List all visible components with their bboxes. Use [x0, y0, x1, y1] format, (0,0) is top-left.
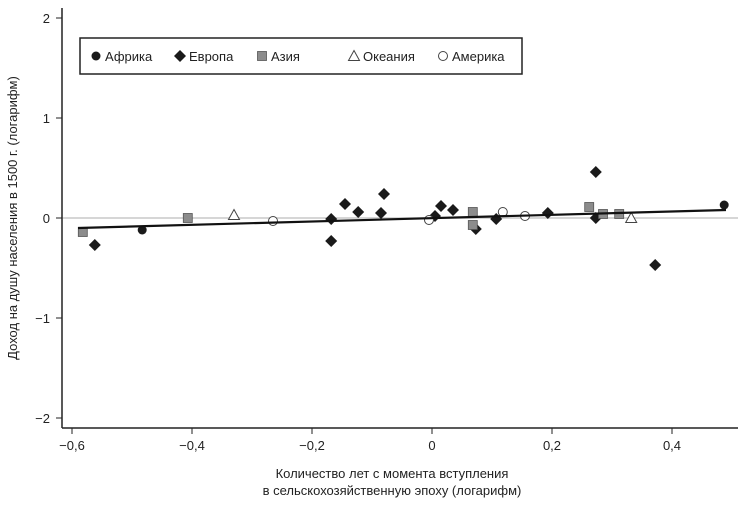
y-tick-label: 1 [43, 111, 50, 126]
y-tick-label: 2 [43, 11, 50, 26]
x-tick-label: 0,2 [543, 438, 561, 453]
series-africa [137, 200, 729, 235]
asia-point [467, 220, 478, 230]
legend-item-america: Америка [438, 49, 505, 64]
legend-item-europe: Европа [174, 49, 234, 64]
oceania-legend-marker [347, 49, 361, 61]
europe-point [435, 200, 447, 212]
x-axis-label: в сельскохозяйственную эпоху (логарифм) [263, 483, 522, 498]
europe-legend-marker [174, 50, 186, 62]
africa-point [719, 200, 729, 210]
x-tick-label: −0,4 [179, 438, 205, 453]
europe-point [88, 239, 101, 251]
x-tick-label: 0,4 [663, 438, 681, 453]
legend-label: Европа [189, 49, 234, 64]
asia-legend-marker [257, 51, 267, 61]
legend-label: Азия [271, 49, 300, 64]
europe-point [325, 213, 338, 225]
y-tick-label: −1 [35, 311, 50, 326]
europe-point [589, 166, 602, 178]
y-axis-label: Доход на душу населения в 1500 г. (логар… [5, 76, 20, 360]
y-tick-label: 0 [43, 211, 50, 226]
europe-point [541, 207, 554, 219]
regression-line [77, 208, 727, 230]
asia-point [467, 207, 478, 217]
europe-point [375, 207, 387, 219]
x-tick-label: −0,6 [59, 438, 85, 453]
y-tick-label: −2 [35, 411, 50, 426]
europe-point [378, 188, 390, 200]
legend-label: Америка [452, 49, 505, 64]
legend-label: Океания [363, 49, 415, 64]
x-axis-label: Количество лет с момента вступления [276, 466, 509, 481]
legend-box [79, 37, 523, 75]
legend: Африка Европа Азия Океания Америка [79, 37, 523, 75]
oceania-point [227, 208, 241, 220]
asia-point [584, 202, 595, 212]
america-point [268, 216, 278, 226]
legend-item-africa: Африка [91, 49, 153, 64]
legend-label: Африка [105, 49, 153, 64]
legend-item-oceania: Океания [347, 49, 415, 64]
africa-legend-marker [91, 51, 101, 61]
america-legend-marker [438, 51, 448, 61]
europe-point [325, 235, 338, 247]
africa-point [137, 225, 147, 235]
europe-point [447, 204, 459, 216]
asia-point [182, 213, 193, 223]
x-tick-label: −0,2 [299, 438, 325, 453]
europe-point [649, 259, 662, 271]
legend-item-asia: Азия [257, 49, 300, 64]
x-tick-label: 0 [428, 438, 435, 453]
europe-point [352, 206, 365, 218]
america-point [424, 215, 434, 225]
oceania-point [624, 211, 638, 223]
series-oceania [227, 208, 638, 223]
europe-point [339, 198, 351, 210]
